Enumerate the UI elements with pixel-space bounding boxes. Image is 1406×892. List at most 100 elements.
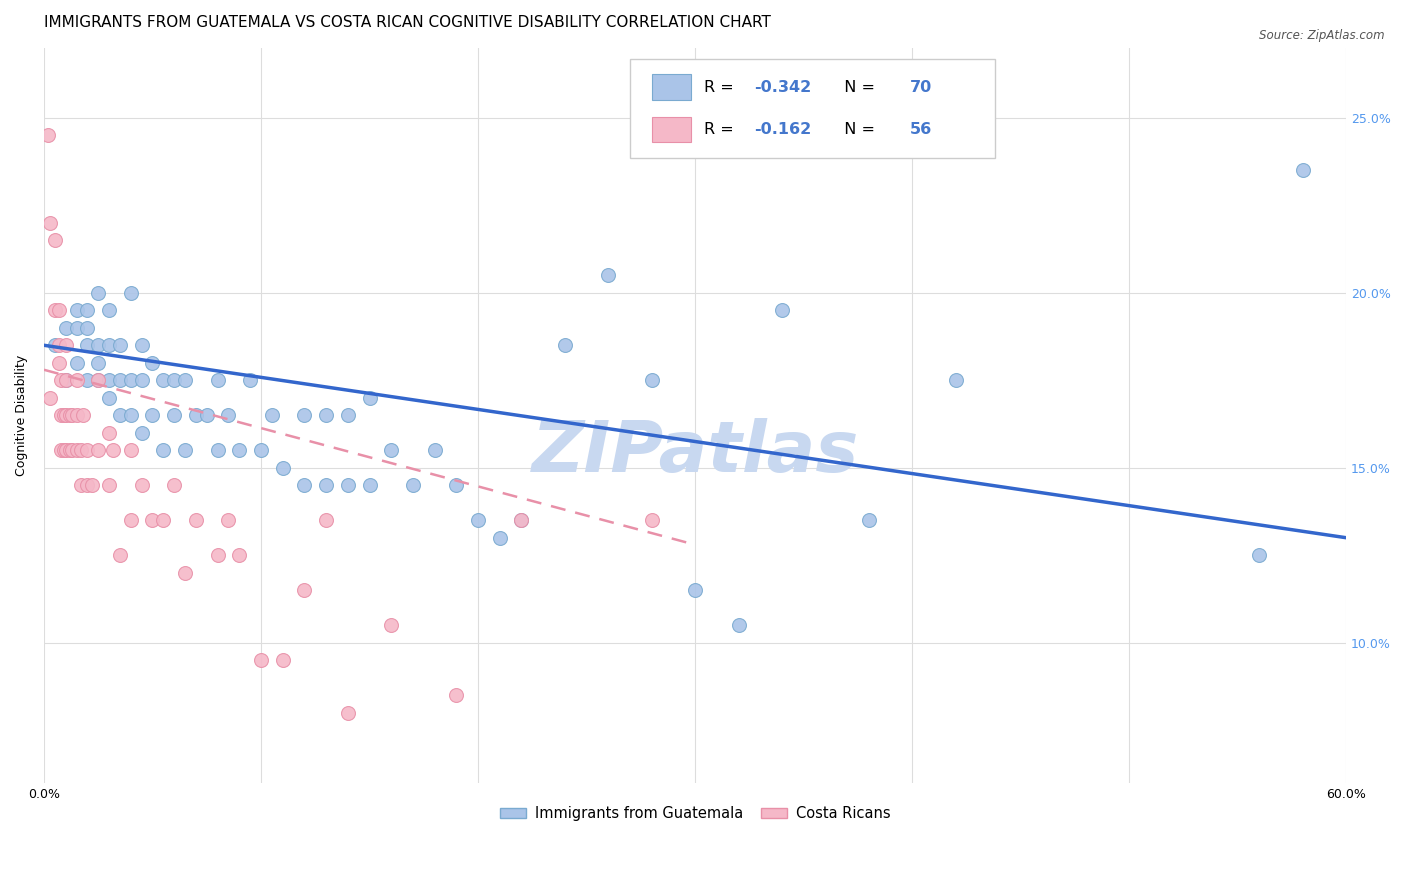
Point	[52, 409, 75, 423]
Point	[641, 373, 664, 387]
Point	[250, 653, 273, 667]
Point	[163, 409, 186, 423]
Point	[51, 373, 73, 387]
Point	[380, 618, 402, 632]
Point	[294, 478, 316, 492]
Point	[131, 338, 153, 352]
Point	[315, 409, 337, 423]
Point	[359, 391, 381, 405]
Point	[294, 583, 316, 598]
Point	[207, 443, 229, 458]
Point	[217, 409, 239, 423]
Point	[945, 373, 967, 387]
Point	[87, 443, 110, 458]
Point	[423, 443, 446, 458]
Point	[1292, 163, 1315, 178]
Point	[80, 478, 103, 492]
Point	[76, 303, 98, 318]
Point	[65, 373, 87, 387]
Point	[174, 443, 197, 458]
Point	[260, 409, 283, 423]
Text: 56: 56	[910, 122, 932, 137]
Legend: Immigrants from Guatemala, Costa Ricans: Immigrants from Guatemala, Costa Ricans	[494, 800, 896, 827]
Point	[120, 513, 142, 527]
Point	[72, 409, 94, 423]
Point	[76, 443, 98, 458]
Point	[131, 425, 153, 440]
Point	[163, 478, 186, 492]
Text: R =: R =	[704, 122, 740, 137]
Point	[141, 356, 163, 370]
Point	[65, 409, 87, 423]
Point	[103, 443, 125, 458]
Point	[98, 338, 121, 352]
Point	[770, 303, 793, 318]
Text: N =: N =	[835, 122, 880, 137]
Point	[120, 373, 142, 387]
Point	[55, 443, 77, 458]
Bar	[652, 117, 692, 143]
Point	[48, 303, 70, 318]
Point	[51, 409, 73, 423]
Point	[131, 373, 153, 387]
Point	[37, 128, 59, 143]
Point	[336, 409, 359, 423]
Text: 70: 70	[910, 79, 932, 95]
Point	[380, 443, 402, 458]
Point	[108, 373, 131, 387]
Point	[98, 425, 121, 440]
Point	[152, 513, 174, 527]
Point	[359, 478, 381, 492]
Text: -0.162: -0.162	[754, 122, 811, 137]
Point	[1249, 548, 1271, 562]
Point	[141, 513, 163, 527]
Point	[87, 373, 110, 387]
Point	[87, 356, 110, 370]
Point	[60, 443, 83, 458]
Point	[641, 513, 664, 527]
Point	[98, 391, 121, 405]
FancyBboxPatch shape	[630, 59, 994, 158]
Text: R =: R =	[704, 79, 740, 95]
Point	[174, 566, 197, 580]
Text: -0.342: -0.342	[754, 79, 811, 95]
Point	[554, 338, 576, 352]
Point	[446, 688, 468, 702]
Point	[228, 548, 250, 562]
Point	[44, 233, 66, 247]
Point	[141, 409, 163, 423]
Point	[55, 409, 77, 423]
Point	[120, 409, 142, 423]
Point	[48, 356, 70, 370]
Point	[65, 320, 87, 334]
Point	[55, 338, 77, 352]
Point	[152, 443, 174, 458]
Point	[87, 338, 110, 352]
Point	[76, 320, 98, 334]
Point	[598, 268, 620, 283]
Point	[184, 409, 207, 423]
Point	[727, 618, 749, 632]
Point	[98, 478, 121, 492]
Point	[467, 513, 489, 527]
Point	[65, 443, 87, 458]
Point	[59, 409, 82, 423]
Point	[108, 548, 131, 562]
Point	[271, 460, 294, 475]
Point	[76, 373, 98, 387]
Point	[87, 285, 110, 300]
Point	[315, 513, 337, 527]
Point	[39, 216, 62, 230]
Point	[65, 303, 87, 318]
Point	[44, 303, 66, 318]
Point	[184, 513, 207, 527]
Point	[510, 513, 533, 527]
Point	[70, 443, 93, 458]
Point	[858, 513, 880, 527]
Point	[55, 373, 77, 387]
Point	[510, 513, 533, 527]
Point	[131, 478, 153, 492]
Text: IMMIGRANTS FROM GUATEMALA VS COSTA RICAN COGNITIVE DISABILITY CORRELATION CHART: IMMIGRANTS FROM GUATEMALA VS COSTA RICAN…	[44, 15, 770, 30]
Text: Source: ZipAtlas.com: Source: ZipAtlas.com	[1260, 29, 1385, 42]
Point	[152, 373, 174, 387]
